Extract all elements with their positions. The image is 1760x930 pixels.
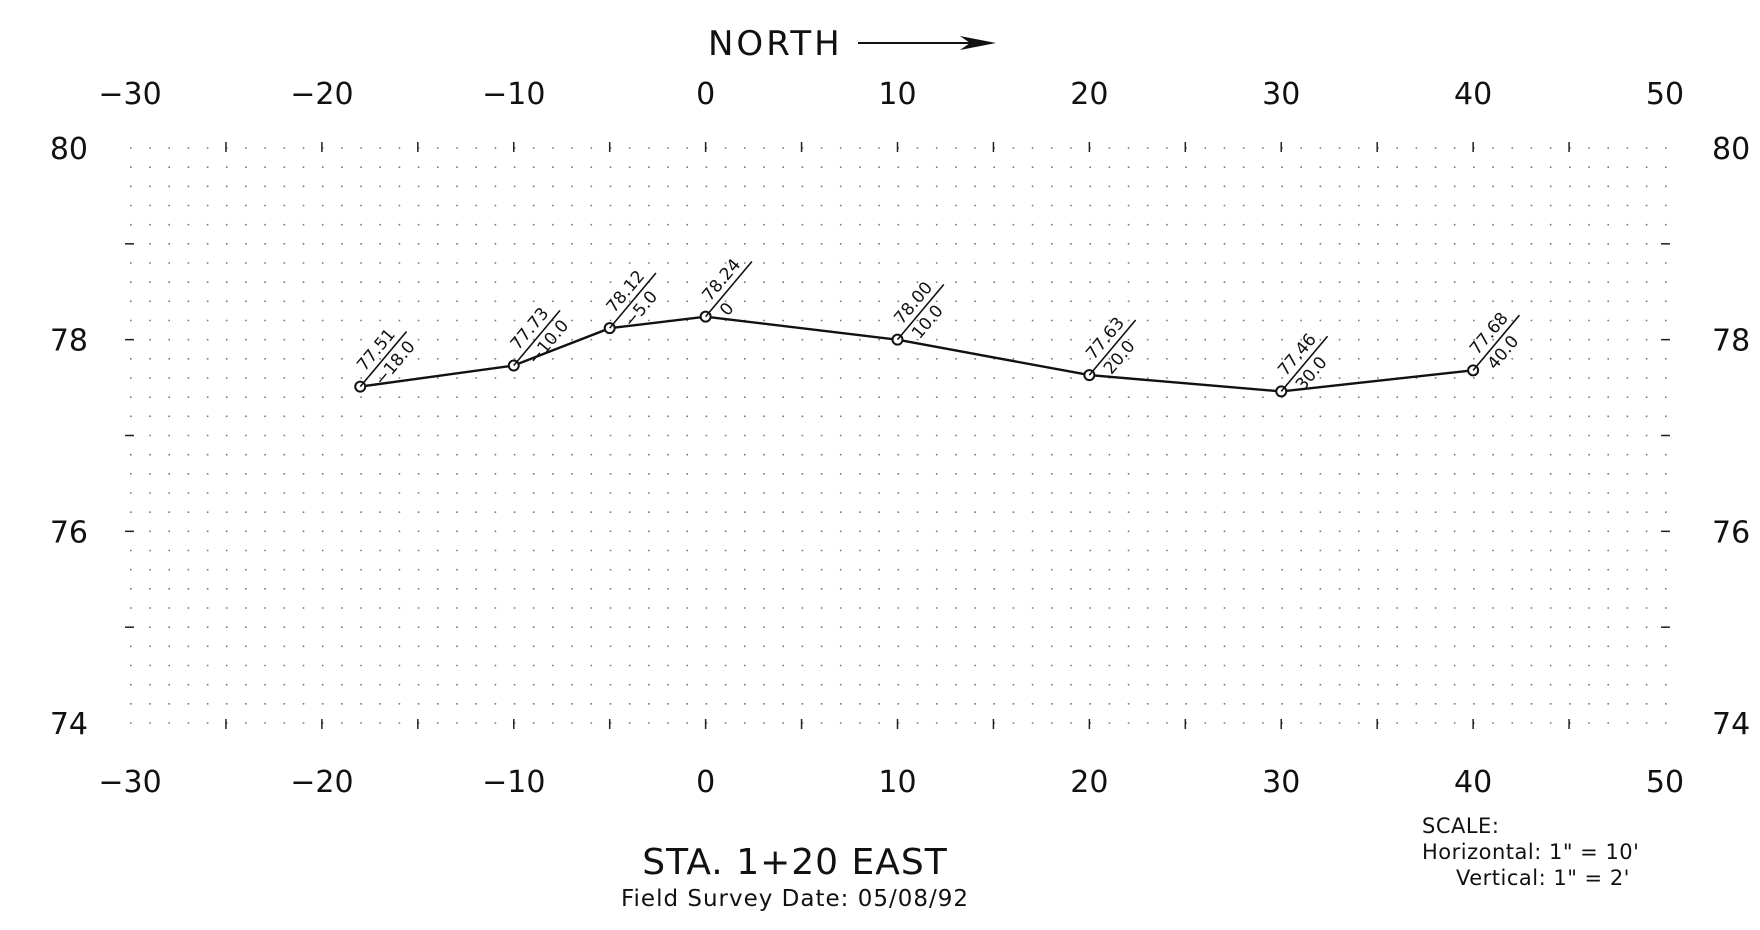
x-tick-label-top: 40 <box>1454 77 1492 112</box>
scale-horizontal: Horizontal: 1" = 10' <box>1422 840 1640 864</box>
x-tick-label-top: −20 <box>290 77 353 112</box>
point-leader-line <box>896 283 945 341</box>
y-tick-label-right: 76 <box>1712 515 1750 550</box>
x-tick-label-top: 10 <box>878 77 916 112</box>
x-tick-label-bottom: 50 <box>1646 765 1684 800</box>
point-leader-line <box>513 309 561 367</box>
x-axis-bottom-labels: −30 −20 −10 0 10 20 30 40 50 <box>98 765 1684 800</box>
profile-series: 77.51−18.077.73−10.078.12−5.078.240 78.00… <box>353 255 1523 398</box>
y-tick-label-right: 78 <box>1712 324 1750 359</box>
x-tick-label-bottom: 20 <box>1070 765 1108 800</box>
point-leader-line <box>359 330 408 388</box>
x-tick-label-bottom: 10 <box>878 765 916 800</box>
survey-date: Field Survey Date: 05/08/92 <box>620 886 970 912</box>
x-axis-top-labels: −30 −20 −10 0 10 20 30 40 50 <box>98 77 1684 112</box>
x-tick-label-top: −30 <box>98 77 161 112</box>
north-arrow-icon <box>960 36 996 50</box>
y-tick-label-left: 78 <box>50 324 88 359</box>
y-tick-label-left: 80 <box>50 132 88 167</box>
north-label: NORTH <box>708 24 843 64</box>
y-tick-label-left: 74 <box>50 707 88 742</box>
x-tick-label-top: 30 <box>1262 77 1300 112</box>
north-indicator: NORTH <box>708 24 996 64</box>
y-tick-label-left: 76 <box>50 515 88 550</box>
x-tick-label-top: 50 <box>1646 77 1684 112</box>
scale-heading: SCALE: <box>1422 814 1500 838</box>
point-offset-label: 0 <box>716 299 738 320</box>
y-axis-right-labels: 74 76 78 80 <box>1712 132 1750 742</box>
y-tick-label-right: 80 <box>1712 132 1750 167</box>
x-tick-label-bottom: 30 <box>1262 765 1300 800</box>
x-tick-label-bottom: −10 <box>482 765 545 800</box>
x-tick-label-top: 0 <box>696 77 715 112</box>
y-axis-left-labels: 74 76 78 80 <box>50 132 88 742</box>
scale-legend: SCALE: Horizontal: 1" = 10' Vertical: 1"… <box>1422 813 1639 891</box>
point-leader-line <box>1280 335 1329 392</box>
grid-ticks <box>125 142 1670 729</box>
profile-line <box>360 315 1474 393</box>
chart-title: STA. 1+20 EAST <box>642 842 948 883</box>
grid-dot-pattern <box>130 147 1667 724</box>
x-tick-label-top: −10 <box>482 77 545 112</box>
point-leader-line <box>705 260 753 318</box>
x-tick-label-top: 20 <box>1070 77 1108 112</box>
grid-dots <box>130 147 1667 724</box>
scale-vertical: Vertical: 1" = 2' <box>1456 866 1630 890</box>
point-leader-line <box>1088 319 1137 376</box>
point-leader-line <box>1472 314 1521 371</box>
x-tick-label-bottom: −20 <box>290 765 353 800</box>
x-tick-label-bottom: 0 <box>696 765 715 800</box>
y-tick-label-right: 74 <box>1712 707 1750 742</box>
point-leader-line <box>609 272 657 329</box>
x-tick-label-bottom: −30 <box>98 765 161 800</box>
x-tick-label-bottom: 40 <box>1454 765 1492 800</box>
